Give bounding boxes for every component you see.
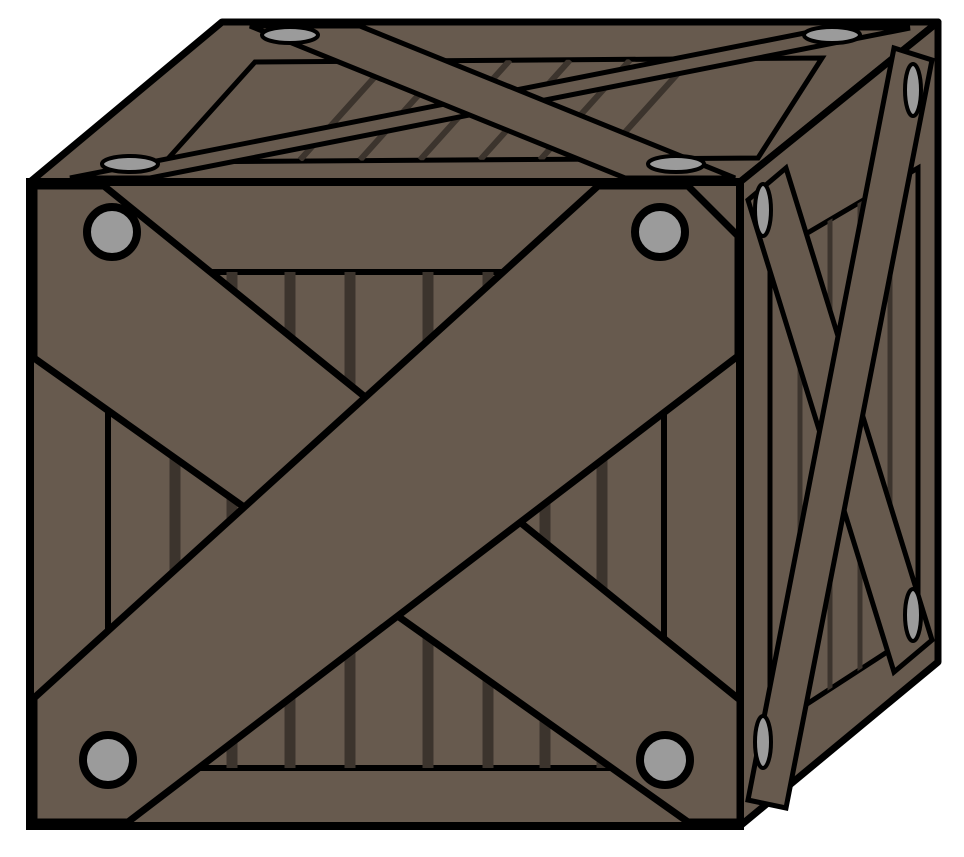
nail-head bbox=[903, 587, 923, 643]
crate-side-face bbox=[736, 18, 942, 830]
nail-head bbox=[100, 154, 160, 174]
side-cross-brace bbox=[745, 44, 935, 811]
crate-front-face bbox=[26, 178, 744, 830]
nail-head bbox=[646, 154, 706, 174]
nail-head bbox=[753, 182, 773, 238]
nail-head bbox=[903, 62, 923, 118]
nail-head bbox=[83, 203, 141, 261]
front-cross-brace bbox=[30, 182, 742, 826]
nail-head bbox=[802, 25, 862, 45]
nail-head bbox=[79, 731, 137, 789]
nail-head bbox=[636, 731, 694, 789]
nail-head bbox=[753, 714, 773, 770]
nail-head bbox=[631, 203, 689, 261]
nail-head bbox=[260, 25, 320, 45]
